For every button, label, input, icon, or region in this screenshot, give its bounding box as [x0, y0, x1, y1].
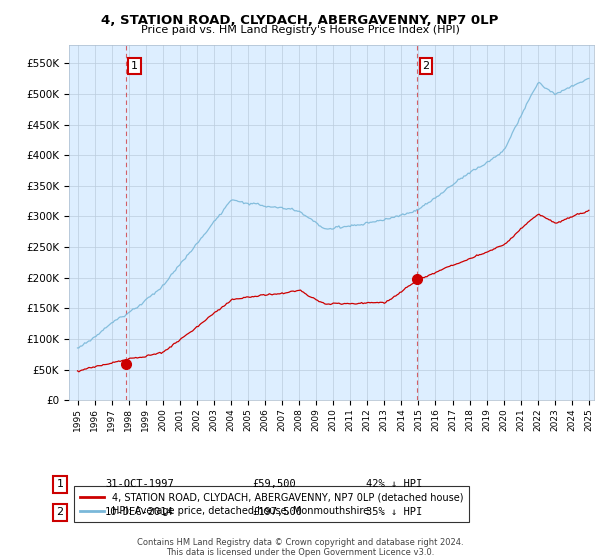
Text: 42% ↓ HPI: 42% ↓ HPI [366, 479, 422, 489]
Text: Contains HM Land Registry data © Crown copyright and database right 2024.
This d: Contains HM Land Registry data © Crown c… [137, 538, 463, 557]
Text: 35% ↓ HPI: 35% ↓ HPI [366, 507, 422, 517]
Text: 1: 1 [131, 61, 138, 71]
Text: 31-OCT-1997: 31-OCT-1997 [105, 479, 174, 489]
Text: Price paid vs. HM Land Registry's House Price Index (HPI): Price paid vs. HM Land Registry's House … [140, 25, 460, 35]
Text: £59,500: £59,500 [252, 479, 296, 489]
Text: 1: 1 [56, 479, 64, 489]
Text: 4, STATION ROAD, CLYDACH, ABERGAVENNY, NP7 0LP: 4, STATION ROAD, CLYDACH, ABERGAVENNY, N… [101, 14, 499, 27]
Text: 2: 2 [422, 61, 430, 71]
Text: 2: 2 [56, 507, 64, 517]
Text: £197,500: £197,500 [252, 507, 302, 517]
Text: 10-DEC-2014: 10-DEC-2014 [105, 507, 174, 517]
Legend: 4, STATION ROAD, CLYDACH, ABERGAVENNY, NP7 0LP (detached house), HPI: Average pr: 4, STATION ROAD, CLYDACH, ABERGAVENNY, N… [74, 486, 469, 522]
